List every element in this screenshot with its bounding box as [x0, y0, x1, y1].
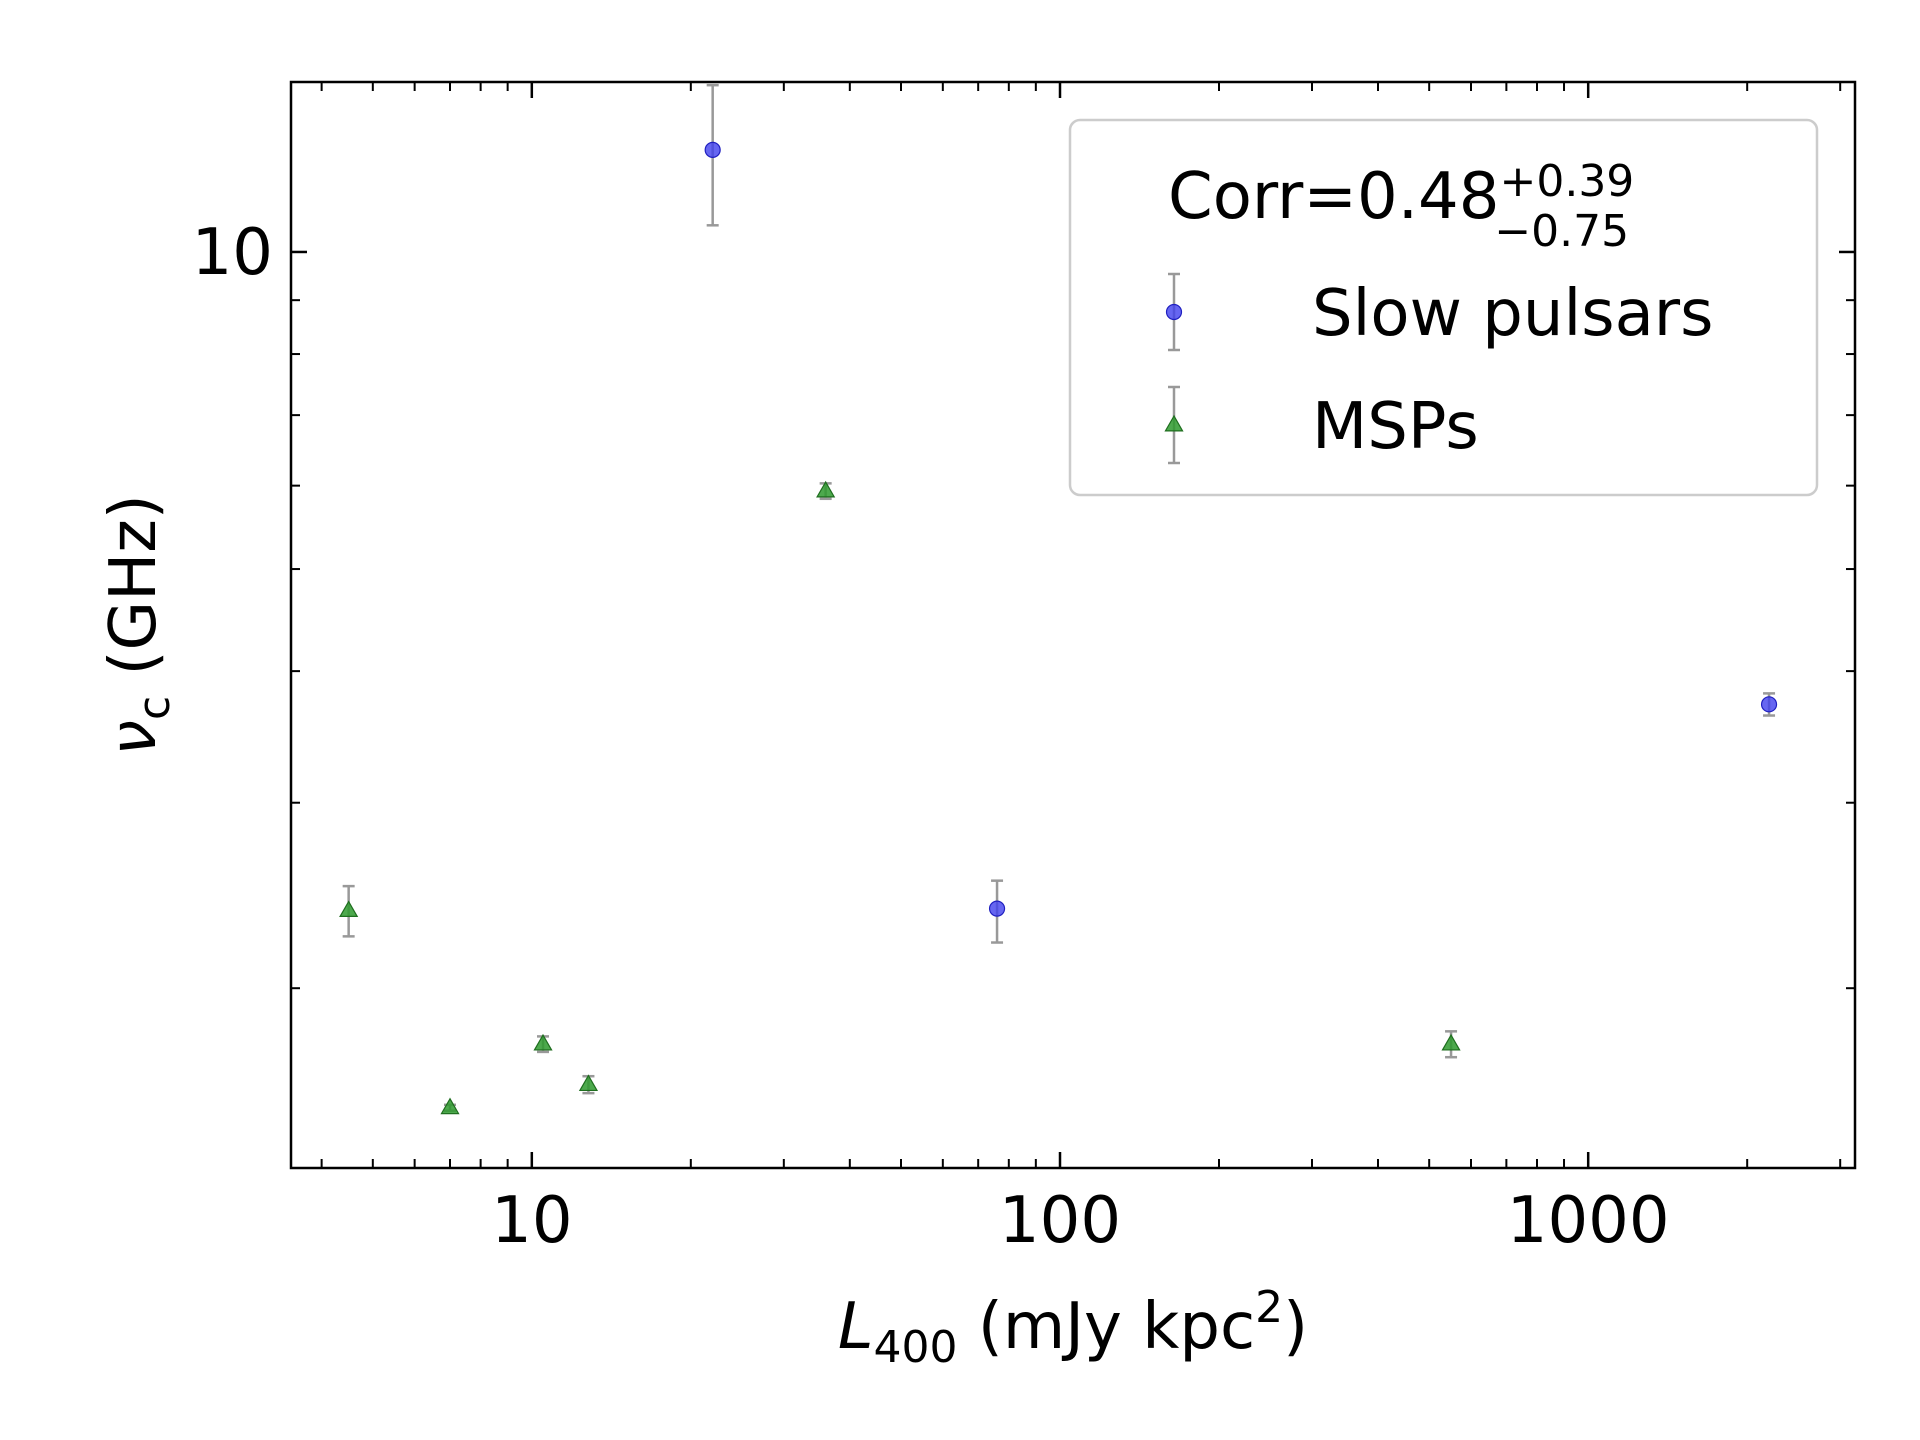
legend-title: Corr=0.48+0.39 −0.75 [1168, 156, 1634, 257]
plot-frame [289, 80, 1857, 1170]
msp-point [1441, 1033, 1461, 1051]
major-ticks [291, 82, 1855, 1168]
slow-pulsar-point [1760, 696, 1778, 713]
data-points [339, 83, 1778, 1115]
y-axis-label: νc (GHz) [97, 494, 180, 756]
x-axis-label: L400 (mJy kpc2) [838, 1282, 1308, 1373]
x-tick-label: 100 [999, 1184, 1121, 1258]
legend-marker-slow-pulsars [1165, 303, 1183, 321]
legend: Corr=0.48+0.39 −0.75 Slow pulsars MSPs [1068, 118, 1819, 497]
msp-point [339, 900, 359, 918]
msp-point [816, 480, 836, 498]
slow-pulsar-point [704, 141, 721, 158]
y-tick-label: 10 [192, 216, 273, 290]
msp-point [533, 1033, 553, 1051]
legend-marker-msps [1164, 414, 1184, 432]
tick-labels: 10 100 1000 10 [192, 216, 1670, 1258]
legend-label-msps: MSPs [1312, 390, 1479, 464]
legend-label-slow-pulsars: Slow pulsars [1312, 277, 1713, 351]
msp-point [578, 1074, 599, 1092]
minor-ticks [291, 82, 1855, 1168]
legend-box [1068, 118, 1819, 497]
msp-point [440, 1097, 460, 1115]
legend-items [1164, 272, 1184, 465]
x-tick-label: 1000 [1507, 1184, 1670, 1258]
x-tick-label: 10 [491, 1184, 572, 1258]
slow-pulsar-point [988, 900, 1006, 917]
